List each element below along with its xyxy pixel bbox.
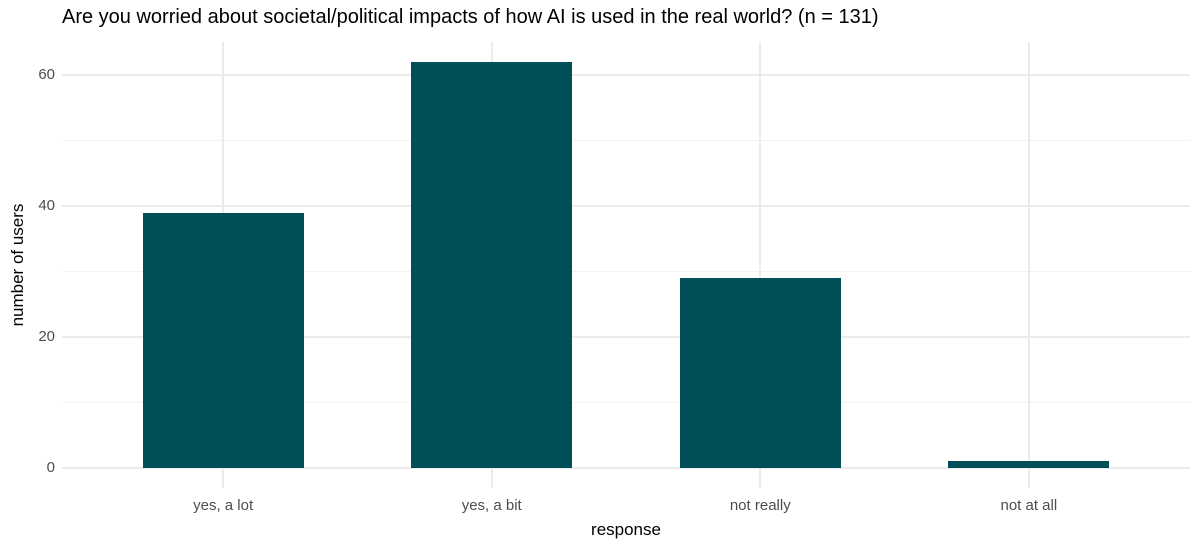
gridline-y-minor bbox=[62, 271, 1190, 273]
chart-title: Are you worried about societal/political… bbox=[62, 6, 879, 28]
gridline-x-major bbox=[1027, 42, 1030, 488]
gridline-y-major bbox=[62, 74, 1190, 77]
plot-panel bbox=[62, 42, 1190, 488]
gridline-y-major bbox=[62, 205, 1190, 208]
x-axis-title: response bbox=[591, 520, 661, 539]
bar-not-at-all bbox=[948, 461, 1110, 468]
x-tick-label: yes, a bit bbox=[461, 497, 522, 514]
x-tick-label: not really bbox=[729, 497, 791, 514]
gridline-y-minor bbox=[62, 401, 1190, 403]
bar-not-really bbox=[679, 278, 841, 468]
gridline-y-major bbox=[62, 466, 1190, 469]
y-tick-label: 20 bbox=[38, 327, 55, 345]
x-tick-label: yes, a lot bbox=[193, 497, 254, 514]
y-axis-title: number of users bbox=[8, 203, 27, 327]
gridline-y-minor bbox=[62, 140, 1190, 142]
x-tick-label: not at all bbox=[1000, 497, 1058, 514]
bar-yes-a-bit bbox=[411, 62, 573, 468]
y-tick-label: 60 bbox=[38, 66, 55, 84]
y-tick-label: 0 bbox=[46, 458, 55, 476]
y-tick-label: 40 bbox=[38, 197, 55, 215]
bar-yes-a-lot bbox=[142, 212, 304, 468]
gridline-x-major bbox=[759, 42, 762, 488]
gridline-y-major bbox=[62, 335, 1190, 338]
